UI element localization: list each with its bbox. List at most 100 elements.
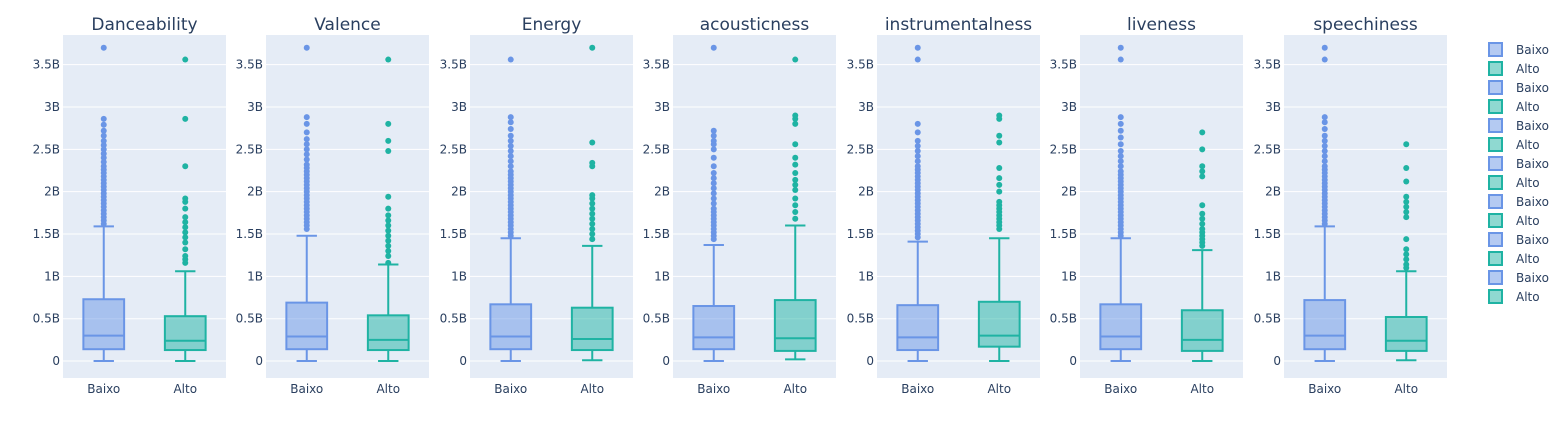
outlier-point[interactable] [507,142,514,149]
outlier-point[interactable] [792,195,799,202]
outlier-point[interactable] [996,132,1003,139]
outlier-point[interactable] [100,127,107,134]
outlier-point[interactable] [303,129,310,136]
outlier-point[interactable] [1117,163,1124,170]
outlier-point[interactable] [1403,209,1410,216]
outlier-point[interactable] [1117,56,1124,63]
outlier-point[interactable] [792,170,799,177]
outlier-point[interactable] [996,188,1003,195]
legend-swatch-baixo[interactable] [1488,118,1503,133]
outlier-point[interactable] [914,137,921,144]
outlier-point[interactable] [303,161,310,168]
outlier-point[interactable] [996,175,1003,182]
outlier-point[interactable] [1117,114,1124,121]
legend-label[interactable]: Alto [1516,252,1540,266]
box-alto[interactable] [366,314,410,352]
outlier-point[interactable] [1403,193,1410,200]
outlier-point[interactable] [507,163,514,170]
outlier-point[interactable] [589,231,596,238]
outlier-point[interactable] [792,202,799,209]
outlier-point[interactable] [507,56,514,63]
outlier-point[interactable] [1321,132,1328,139]
box-alto[interactable] [1180,309,1224,352]
outlier-point[interactable] [100,137,107,144]
outlier-point[interactable] [385,227,392,234]
outlier-point[interactable] [792,215,799,222]
box-baixo[interactable] [896,304,940,352]
outlier-point[interactable] [182,163,189,170]
outlier-point[interactable] [1117,127,1124,134]
outlier-point[interactable] [996,164,1003,171]
outlier-point[interactable] [1117,134,1124,141]
outlier-point[interactable] [996,181,1003,188]
outlier-point[interactable] [303,156,310,163]
legend-label[interactable]: Baixo [1516,157,1549,171]
outlier-point[interactable] [996,139,1003,146]
legend-swatch-baixo[interactable] [1488,156,1503,171]
box-baixo[interactable] [285,301,329,351]
outlier-point[interactable] [1321,153,1328,160]
legend-label[interactable]: Baixo [1516,119,1549,133]
legend-label[interactable]: Alto [1516,290,1540,304]
legend-swatch-alto[interactable] [1488,213,1503,228]
outlier-point[interactable] [1199,129,1206,136]
outlier-point[interactable] [385,120,392,127]
legend-swatch-alto[interactable] [1488,289,1503,304]
outlier-point[interactable] [100,132,107,139]
outlier-point[interactable] [1117,141,1124,148]
outlier-point[interactable] [914,120,921,127]
outlier-point[interactable] [1403,198,1410,205]
outlier-point[interactable] [1403,246,1410,253]
outlier-point[interactable] [1321,137,1328,144]
outlier-point[interactable] [1117,168,1124,175]
outlier-point[interactable] [1117,44,1124,51]
legend-label[interactable]: Alto [1516,176,1540,190]
outlier-point[interactable] [507,153,514,160]
outlier-point[interactable] [182,195,189,202]
outlier-point[interactable] [1117,148,1124,155]
outlier-point[interactable] [792,186,799,193]
box-baixo[interactable] [1303,299,1347,351]
outlier-point[interactable] [385,193,392,200]
outlier-point[interactable] [914,163,921,170]
outlier-point[interactable] [182,253,189,260]
legend-label[interactable]: Alto [1516,100,1540,114]
outlier-point[interactable] [710,163,717,170]
outlier-point[interactable] [792,141,799,148]
outlier-point[interactable] [303,141,310,148]
outlier-point[interactable] [710,154,717,161]
box-alto[interactable] [1384,316,1428,352]
outlier-point[interactable] [507,148,514,155]
legend-swatch-alto[interactable] [1488,61,1503,76]
outlier-point[interactable] [710,190,717,197]
outlier-point[interactable] [1321,56,1328,63]
outlier-point[interactable] [589,200,596,207]
outlier-point[interactable] [792,120,799,127]
outlier-point[interactable] [1403,214,1410,221]
outlier-point[interactable] [589,225,596,232]
outlier-point[interactable] [710,200,717,207]
outlier-point[interactable] [182,229,189,236]
box-alto[interactable] [773,299,817,352]
outlier-point[interactable] [1403,203,1410,210]
outlier-point[interactable] [589,210,596,217]
outlier-point[interactable] [710,170,717,177]
outlier-point[interactable] [385,237,392,244]
outlier-point[interactable] [710,195,717,202]
outlier-point[interactable] [589,205,596,212]
legend-label[interactable]: Baixo [1516,195,1549,209]
outlier-point[interactable] [589,215,596,222]
outlier-point[interactable] [589,220,596,227]
outlier-point[interactable] [182,234,189,241]
outlier-point[interactable] [1117,158,1124,165]
outlier-point[interactable] [100,146,107,153]
outlier-point[interactable] [710,127,717,134]
outlier-point[interactable] [182,214,189,221]
box-alto[interactable] [977,300,1021,348]
outlier-point[interactable] [507,126,514,133]
outlier-point[interactable] [100,159,107,166]
legend-label[interactable]: Baixo [1516,43,1549,57]
outlier-point[interactable] [710,205,717,212]
outlier-point[interactable] [1321,114,1328,121]
outlier-point[interactable] [1199,146,1206,153]
